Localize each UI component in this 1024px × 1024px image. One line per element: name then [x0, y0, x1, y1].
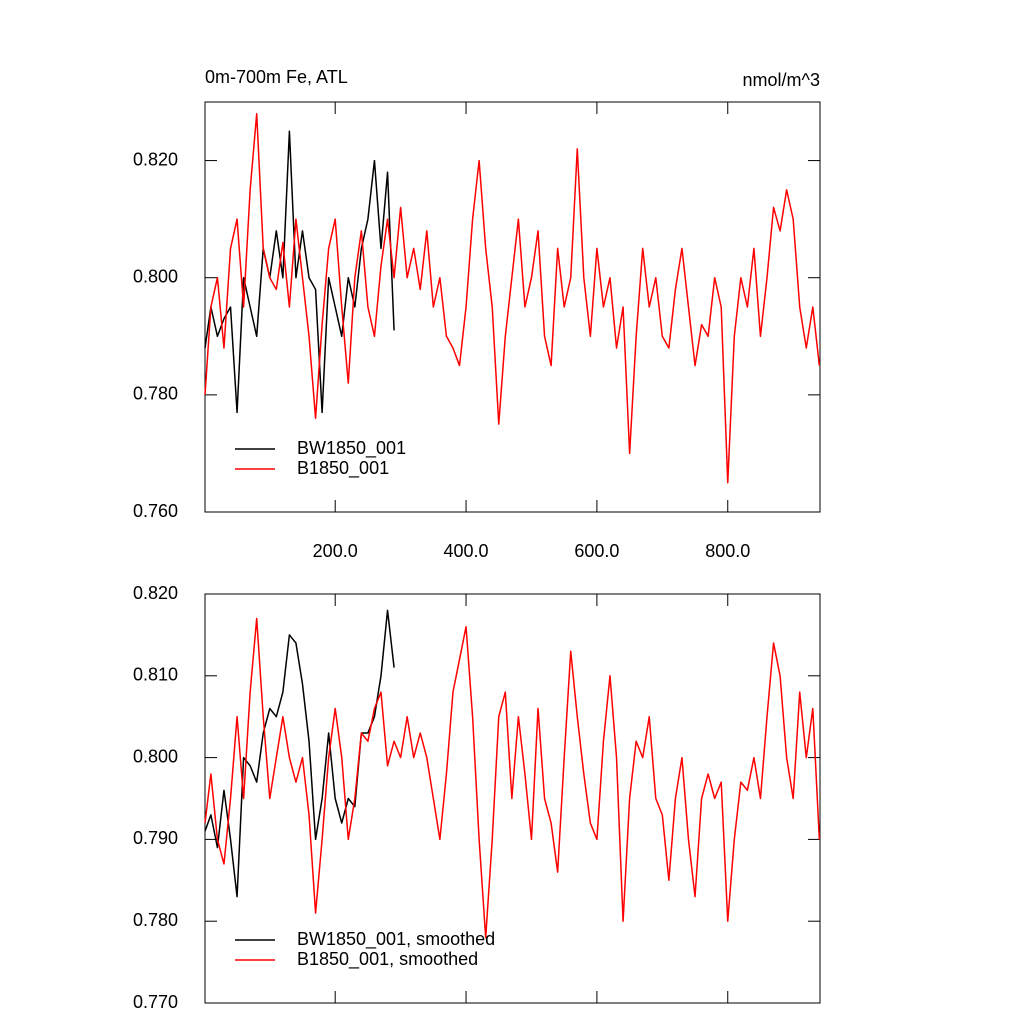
legend-label: BW1850_001, smoothed: [297, 929, 495, 950]
data-line: [204, 130, 395, 414]
y-tick-label: 0.800: [133, 746, 178, 766]
y-tick-label: 0.770: [133, 992, 178, 1012]
data-line: [204, 112, 821, 484]
y-tick-label: 0.820: [133, 583, 178, 603]
data-line: [204, 617, 821, 939]
x-tick-label: 800.0: [705, 541, 750, 561]
y-tick-label: 0.780: [133, 384, 178, 404]
y-tick-label: 0.790: [133, 828, 178, 848]
y-tick-label: 0.810: [133, 665, 178, 685]
x-tick-label: 400.0: [444, 541, 489, 561]
plot-frame: [204, 101, 821, 513]
x-tick-label: 600.0: [574, 541, 619, 561]
legend-label: B1850_001: [297, 458, 389, 479]
y-tick-label: 0.820: [133, 149, 178, 169]
legend-label: B1850_001, smoothed: [297, 949, 478, 970]
y-tick-label: 0.780: [133, 910, 178, 930]
data-line: [204, 609, 395, 898]
legend-label: BW1850_001: [297, 438, 406, 459]
x-tick-label: 200.0: [313, 541, 358, 561]
y-tick-label: 0.800: [133, 266, 178, 286]
plot-frame: [204, 593, 821, 1004]
y-tick-label: 0.760: [133, 501, 178, 521]
units-label: nmol/m^3: [743, 70, 820, 90]
chart-title: 0m-700m Fe, ATL: [205, 67, 348, 87]
